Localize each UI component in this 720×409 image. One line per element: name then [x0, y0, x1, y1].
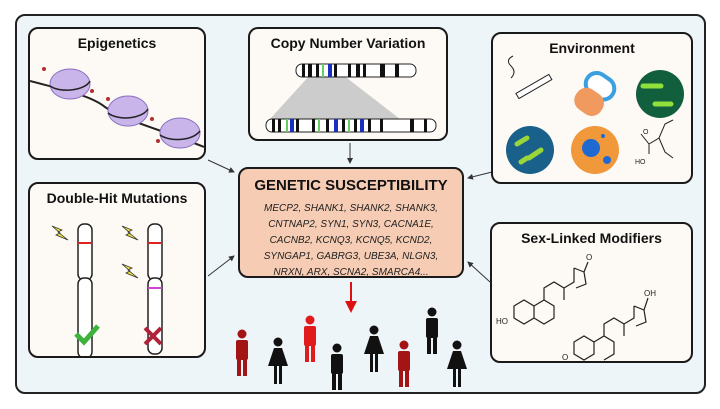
center-title: GENETIC SUSCEPTIBILITY	[254, 177, 448, 194]
gene-line: CNTNAP2, SYN1, SYN3, CACNA1E,	[268, 219, 434, 230]
cell-icon	[571, 126, 619, 174]
testosterone-structure	[573, 297, 649, 361]
panel-title: Double-Hit Mutations	[46, 190, 188, 206]
chromosome-duplication-icon	[265, 63, 437, 133]
estrone-structure	[513, 261, 589, 325]
atom-label: O	[586, 253, 592, 262]
bacteria-dark-icon	[636, 70, 684, 118]
gene-line: NRXN, ARX, SCNA2, SMARCA4...	[273, 267, 429, 278]
panel-title: Copy Number Variation	[270, 35, 426, 51]
cigarette-icon	[507, 55, 553, 100]
bacteria-blue-icon	[506, 126, 554, 174]
panel-title: Epigenetics	[77, 35, 157, 51]
panel-double-hit-mutations: Double-Hit Mutations	[28, 182, 206, 358]
atom-label: HO	[496, 317, 508, 326]
nucleosome-icon	[30, 67, 204, 149]
cross-icon	[143, 326, 163, 346]
atom-label: OH	[644, 289, 656, 298]
panel-epigenetics: Epigenetics	[28, 27, 206, 160]
gene-line: CACNB2, KCNQ3, KCNQ5, KCND2,	[269, 235, 433, 246]
steroid-structures: HO O OH O	[496, 253, 656, 361]
person-icon	[364, 325, 384, 372]
panel-sex-linked-modifiers: Sex-Linked Modifiers HO O OH O	[490, 222, 693, 363]
person-affected-icon	[236, 329, 248, 376]
panel-genetic-susceptibility: GENETIC SUSCEPTIBILITY MECP2, SHANK1, SH…	[238, 167, 464, 278]
double-hit-illustration	[51, 223, 163, 356]
arrow-environment	[467, 171, 493, 180]
person-affected-icon	[398, 340, 410, 387]
atom-label: O	[643, 129, 649, 136]
arrow-double-hit	[207, 255, 235, 277]
person-icon	[268, 337, 288, 384]
gene-list: MECP2, SHANK1, SHANK2, SHANK3, CNTNAP2, …	[246, 201, 456, 281]
person-icon	[331, 343, 343, 390]
lightning-icon	[121, 225, 139, 241]
environment-icons: O HO	[506, 55, 684, 174]
check-icon	[74, 324, 100, 346]
panel-title: Sex-Linked Modifiers	[521, 230, 662, 246]
arrow-sex-linked	[467, 261, 491, 283]
panel-title: Environment	[549, 40, 635, 56]
arrow-epigenetics	[207, 159, 235, 173]
lightning-icon	[51, 225, 69, 241]
person-affected-icon	[304, 315, 316, 362]
valproic-acid-icon	[640, 119, 674, 159]
gene-line: SYNGAP1, GABRG3, UBE3A, NLGN3,	[263, 251, 439, 262]
panel-copy-number-variation: Copy Number Variation	[248, 27, 448, 141]
atom-label: O	[562, 353, 568, 361]
pill-icon	[574, 70, 617, 116]
person-icon	[426, 307, 438, 354]
atom-label: HO	[635, 159, 646, 166]
gene-line: MECP2, SHANK1, SHANK2, SHANK3,	[264, 203, 438, 214]
person-icon	[447, 340, 467, 387]
panel-environment: Environment O HO	[491, 32, 693, 184]
lightning-icon	[121, 263, 139, 279]
